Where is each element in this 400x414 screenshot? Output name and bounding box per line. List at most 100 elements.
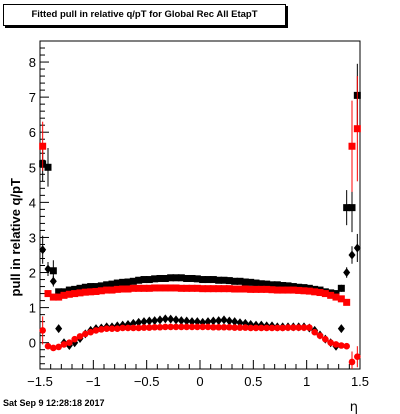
data-point bbox=[119, 278, 127, 286]
data-point bbox=[236, 285, 244, 293]
data-point bbox=[354, 353, 361, 361]
data-point bbox=[183, 323, 190, 331]
data-point bbox=[81, 283, 89, 291]
data-series bbox=[39, 316, 361, 369]
data-point bbox=[55, 343, 62, 351]
data-point bbox=[82, 330, 89, 338]
data-point bbox=[209, 285, 217, 293]
data-point bbox=[215, 323, 222, 331]
data-point bbox=[247, 324, 254, 332]
data-point bbox=[65, 290, 73, 298]
y-tick-label: 0 bbox=[29, 336, 36, 351]
data-point bbox=[146, 324, 153, 331]
data-point bbox=[289, 286, 297, 294]
data-point bbox=[268, 324, 276, 332]
data-point bbox=[199, 323, 206, 331]
data-point bbox=[98, 326, 105, 333]
data-point bbox=[161, 274, 169, 282]
data-point bbox=[151, 323, 158, 331]
data-point bbox=[178, 323, 185, 331]
data-point bbox=[103, 286, 111, 294]
data-point bbox=[252, 285, 260, 293]
data-point bbox=[103, 281, 111, 289]
data-point bbox=[55, 293, 63, 301]
x-tick-label: −0.5 bbox=[134, 374, 160, 389]
data-point bbox=[316, 289, 324, 297]
data-point bbox=[44, 163, 52, 171]
data-point bbox=[167, 274, 175, 282]
data-point bbox=[268, 281, 276, 289]
data-series bbox=[39, 63, 361, 298]
data-point bbox=[343, 298, 351, 306]
data-point bbox=[108, 286, 116, 294]
plot-frame bbox=[39, 40, 361, 370]
data-point bbox=[295, 286, 303, 294]
data-point bbox=[135, 276, 143, 284]
data-point bbox=[172, 323, 180, 331]
y-tick-label: 8 bbox=[29, 55, 36, 70]
data-point bbox=[231, 317, 239, 327]
data-point bbox=[258, 324, 265, 332]
data-point bbox=[231, 324, 238, 331]
data-point bbox=[60, 288, 68, 296]
data-point bbox=[199, 285, 207, 293]
data-point bbox=[161, 314, 169, 324]
data-point bbox=[108, 280, 116, 288]
data-point bbox=[284, 286, 292, 294]
data-point bbox=[108, 325, 116, 332]
data-point bbox=[140, 324, 148, 331]
data-point bbox=[343, 204, 351, 212]
data-point bbox=[119, 285, 127, 293]
data-point bbox=[257, 280, 265, 288]
data-point bbox=[338, 342, 345, 349]
timestamp: Sat Sep 9 12:28:18 2017 bbox=[3, 398, 105, 408]
data-point bbox=[263, 324, 270, 332]
data-point bbox=[183, 284, 191, 292]
data-point bbox=[257, 285, 265, 293]
data-point bbox=[348, 358, 356, 366]
axes: −1.5 −1 −0.5 0 0.5 1 1.5 0 1 2 3 4 5 6 7 8 bbox=[27, 40, 369, 389]
y-tick-label: 1 bbox=[29, 301, 36, 316]
data-point bbox=[177, 316, 185, 326]
data-point bbox=[44, 290, 52, 298]
data-point bbox=[268, 286, 276, 294]
data-point bbox=[113, 285, 121, 293]
data-point bbox=[231, 277, 239, 285]
data-point bbox=[76, 284, 84, 292]
data-marks bbox=[39, 63, 361, 369]
data-point bbox=[348, 250, 356, 260]
data-point bbox=[231, 285, 239, 293]
data-point bbox=[188, 317, 196, 327]
data-point bbox=[49, 276, 57, 286]
data-point bbox=[348, 204, 356, 212]
data-point bbox=[247, 278, 255, 286]
data-point bbox=[263, 285, 271, 293]
data-point bbox=[39, 245, 47, 255]
data-point bbox=[199, 276, 207, 284]
data-point bbox=[215, 316, 223, 326]
data-point bbox=[204, 317, 212, 327]
y-tick-label: 5 bbox=[29, 160, 36, 175]
data-point bbox=[236, 277, 244, 285]
data-point bbox=[188, 323, 196, 331]
x-tick-label: −1.5 bbox=[27, 374, 53, 389]
data-point bbox=[92, 327, 100, 334]
data-point bbox=[44, 264, 52, 274]
data-point bbox=[60, 291, 68, 299]
data-point bbox=[55, 288, 63, 296]
data-point bbox=[284, 324, 292, 331]
data-point bbox=[113, 279, 121, 287]
data-point bbox=[39, 142, 47, 150]
data-point bbox=[65, 286, 73, 294]
data-point bbox=[183, 316, 191, 326]
data-point bbox=[204, 276, 212, 284]
data-point bbox=[279, 324, 286, 332]
data-point bbox=[343, 268, 351, 278]
data-point bbox=[145, 284, 153, 292]
data-point bbox=[273, 286, 281, 294]
data-point bbox=[183, 274, 191, 282]
data-point bbox=[300, 324, 308, 331]
data-point bbox=[87, 283, 95, 291]
data-point bbox=[241, 278, 249, 286]
data-point bbox=[353, 125, 361, 133]
